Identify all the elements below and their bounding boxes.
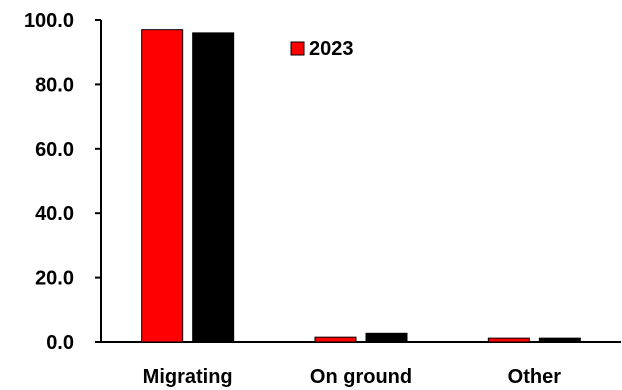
- chart-bars: [141, 29, 581, 343]
- y-tick-label: 0.0: [46, 332, 74, 354]
- bar-migrating-series-2: [192, 32, 235, 343]
- bar-other-series-2: [538, 337, 581, 343]
- legend-label: 2023: [309, 38, 354, 60]
- chart-axes: [95, 19, 621, 343]
- bar-migrating-series-1: [141, 29, 184, 343]
- y-tick-label: 40.0: [35, 203, 74, 225]
- y-tick-label: 60.0: [35, 139, 74, 161]
- x-category-label: On ground: [310, 366, 412, 388]
- chart-legend: 2023: [290, 38, 354, 60]
- bar-other-series-1: [487, 337, 530, 343]
- x-category-labels: Migrating On ground Other: [143, 366, 562, 388]
- y-tick-label: 100.0: [24, 10, 74, 32]
- y-tick-label: 20.0: [35, 268, 74, 290]
- y-tick-label: 80.0: [35, 74, 74, 96]
- bar-on-ground-series-1: [314, 336, 357, 343]
- legend-swatch: [290, 41, 305, 56]
- x-category-label: Other: [508, 366, 562, 388]
- x-category-label: Migrating: [143, 366, 233, 388]
- y-tick-labels: 0.0 20.0 40.0 60.0 80.0 100.0: [24, 10, 74, 354]
- bar-on-ground-series-2: [365, 332, 408, 343]
